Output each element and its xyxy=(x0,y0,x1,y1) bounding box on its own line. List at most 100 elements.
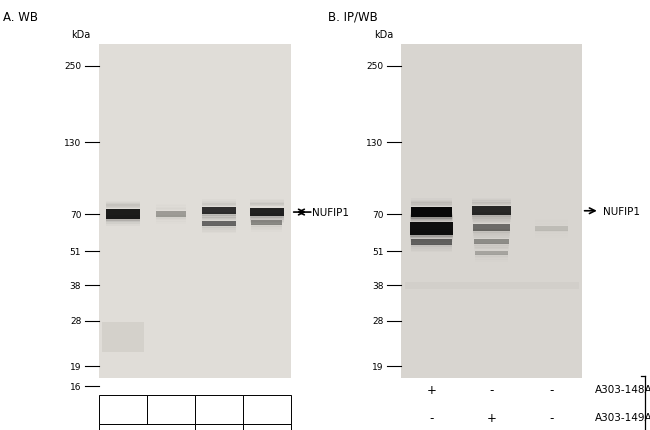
Bar xyxy=(252,215,283,217)
Bar xyxy=(103,322,144,352)
Bar xyxy=(402,45,582,378)
Bar xyxy=(475,247,508,249)
Text: 16: 16 xyxy=(70,382,81,391)
Bar xyxy=(473,233,510,237)
Bar xyxy=(106,217,140,223)
Text: -: - xyxy=(549,383,554,396)
Text: 250: 250 xyxy=(367,62,384,71)
Bar xyxy=(157,212,186,218)
Bar xyxy=(410,213,453,218)
Bar xyxy=(243,424,291,430)
Bar xyxy=(473,218,510,221)
Bar xyxy=(410,215,453,220)
Bar xyxy=(474,249,509,252)
Text: +: + xyxy=(487,411,497,424)
Bar xyxy=(472,207,511,215)
Bar xyxy=(157,205,186,207)
Bar xyxy=(202,225,236,229)
Text: 50: 50 xyxy=(116,405,129,415)
Text: NUFIP1: NUFIP1 xyxy=(312,208,349,218)
Bar xyxy=(473,224,510,231)
Bar xyxy=(252,221,283,226)
Bar xyxy=(157,219,186,223)
Bar xyxy=(411,202,452,205)
Bar xyxy=(157,207,186,209)
Text: -: - xyxy=(489,383,494,396)
Bar xyxy=(472,202,511,206)
Bar xyxy=(536,235,568,238)
Bar xyxy=(472,198,511,202)
Text: -: - xyxy=(429,411,434,424)
Bar xyxy=(106,204,140,207)
Bar xyxy=(243,395,291,424)
Bar xyxy=(536,221,568,223)
Bar xyxy=(195,424,243,430)
Text: 70: 70 xyxy=(70,210,81,219)
Bar xyxy=(250,200,284,203)
Bar xyxy=(472,214,511,219)
Bar xyxy=(202,214,236,218)
Bar xyxy=(202,217,236,219)
Bar xyxy=(536,219,568,221)
Bar xyxy=(411,233,452,236)
Bar xyxy=(536,223,568,225)
Bar xyxy=(410,234,453,242)
Bar xyxy=(202,216,236,220)
Bar xyxy=(411,246,452,249)
Bar xyxy=(250,208,284,217)
Bar xyxy=(202,221,236,227)
Bar xyxy=(252,226,283,229)
Text: 19: 19 xyxy=(372,362,383,371)
Bar xyxy=(472,201,511,204)
Bar xyxy=(473,234,510,238)
Bar xyxy=(475,246,508,247)
Bar xyxy=(536,233,568,236)
Bar xyxy=(252,230,283,233)
Bar xyxy=(473,229,510,233)
Bar xyxy=(202,215,236,218)
Bar xyxy=(252,216,283,218)
Text: 70: 70 xyxy=(372,210,383,219)
Bar xyxy=(157,206,186,208)
Bar xyxy=(474,245,509,248)
Bar xyxy=(475,248,508,250)
Bar xyxy=(106,210,140,219)
Text: 15: 15 xyxy=(164,405,177,415)
Bar xyxy=(157,218,186,221)
Bar xyxy=(472,215,511,221)
Bar xyxy=(106,219,140,224)
Bar xyxy=(411,249,452,253)
Bar xyxy=(536,222,568,224)
Text: 130: 130 xyxy=(366,138,384,147)
Bar xyxy=(202,229,236,232)
Bar xyxy=(99,45,291,378)
Text: A. WB: A. WB xyxy=(3,11,38,24)
Bar xyxy=(475,260,508,262)
Bar xyxy=(410,222,453,235)
Text: 38: 38 xyxy=(372,281,383,290)
Bar xyxy=(106,221,140,226)
Bar xyxy=(250,213,284,218)
Bar xyxy=(202,214,236,216)
Bar xyxy=(202,204,236,206)
Bar xyxy=(106,215,140,221)
Text: NUFIP1: NUFIP1 xyxy=(603,206,640,216)
Bar xyxy=(411,232,452,235)
Bar xyxy=(202,230,236,234)
Bar xyxy=(411,217,452,222)
Bar xyxy=(250,202,284,206)
Bar xyxy=(157,209,186,211)
Bar xyxy=(473,221,510,223)
Bar xyxy=(536,230,568,233)
Bar xyxy=(202,208,236,215)
Bar xyxy=(410,233,453,240)
Text: A303-148A: A303-148A xyxy=(595,384,650,394)
Bar xyxy=(411,199,452,203)
Bar xyxy=(202,203,236,205)
Bar xyxy=(475,255,508,257)
Bar xyxy=(250,217,284,222)
Bar xyxy=(474,247,509,250)
Bar xyxy=(475,256,508,259)
Bar xyxy=(536,227,568,231)
Bar xyxy=(411,203,452,206)
